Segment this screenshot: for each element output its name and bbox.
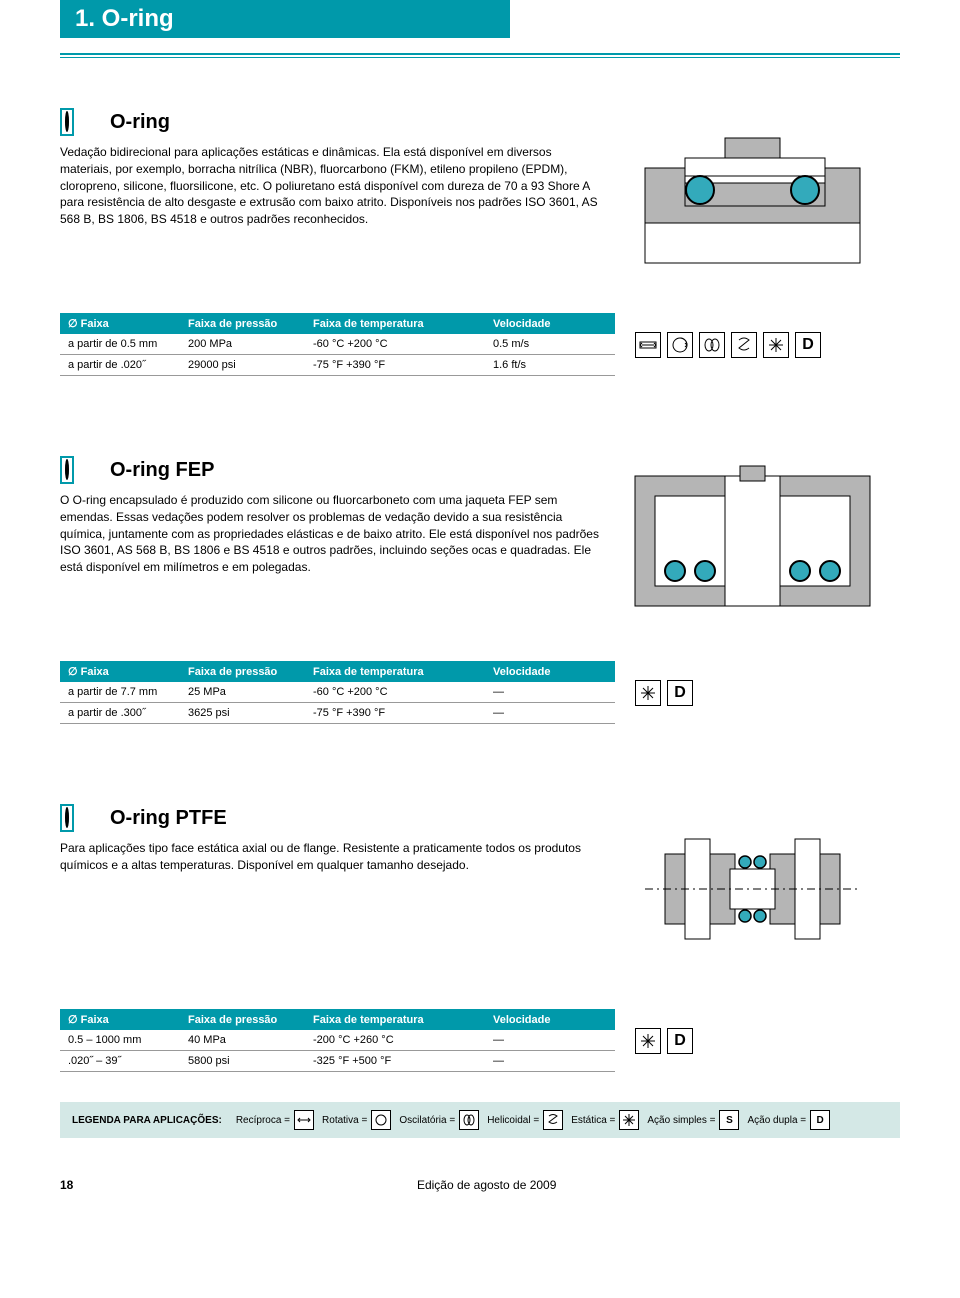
diagram-oring (625, 108, 880, 283)
spec-table: ∅ Faixa Faixa de pressão Faixa de temper… (60, 1009, 615, 1072)
osc-icon (459, 1110, 479, 1130)
osc-icon (699, 332, 725, 358)
diagram-ptfe (625, 804, 880, 979)
page-number: 18 (60, 1178, 73, 1192)
th-temp: Faixa de temperatura (305, 313, 485, 334)
app-icons: D (635, 680, 693, 706)
divider (60, 57, 900, 58)
table-row: a partir de .020˝29000 psi-75 °F +390 °F… (60, 355, 615, 376)
static-icon (763, 332, 789, 358)
static-icon (635, 1028, 661, 1054)
recip-icon (635, 332, 661, 358)
section-desc: Para aplicações tipo face estática axial… (60, 840, 600, 874)
section-oring-fep: O-ring FEP O O-ring encapsulado é produz… (60, 456, 900, 631)
table-row: a partir de 7.7 mm25 MPa-60 °C +200 °C— (60, 682, 615, 703)
recip-icon (294, 1110, 314, 1130)
data-row-1: ∅ Faixa Faixa de pressão Faixa de temper… (60, 313, 900, 376)
table-row: .020˝ – 39˝5800 psi-325 °F +500 °F— (60, 1051, 615, 1072)
double-icon: D (667, 680, 693, 706)
divider (60, 53, 900, 55)
single-icon: S (719, 1110, 739, 1130)
table-row: a partir de 0.5 mm200 MPa-60 °C +200 °C0… (60, 334, 615, 355)
section-desc: Vedação bidirecional para aplicações est… (60, 144, 600, 228)
oring-icon (60, 804, 74, 832)
diagram-fep (625, 456, 880, 631)
table-row: a partir de .300˝3625 psi-75 °F +390 °F— (60, 703, 615, 724)
section-title: O-ring (110, 111, 600, 134)
double-icon: D (795, 332, 821, 358)
static-icon (619, 1110, 639, 1130)
edition-text: Edição de agosto de 2009 (417, 1178, 556, 1192)
table-row: 0.5 – 1000 mm40 MPa-200 °C +260 °C— (60, 1030, 615, 1051)
section-desc: O O-ring encapsulado é produzido com sil… (60, 492, 600, 576)
data-row-2: ∅ Faixa Faixa de pressão Faixa de temper… (60, 661, 900, 724)
app-icons: D (635, 332, 821, 358)
rot-icon (371, 1110, 391, 1130)
th-faixa: ∅ Faixa (60, 313, 180, 334)
data-row-3: ∅ Faixa Faixa de pressão Faixa de temper… (60, 1009, 900, 1072)
oring-icon (60, 108, 74, 136)
app-icons: D (635, 1028, 693, 1054)
page-footer: 18 Edição de agosto de 2009 (0, 1168, 960, 1202)
rot-icon (667, 332, 693, 358)
oring-icon (60, 456, 74, 484)
heli-icon (731, 332, 757, 358)
section-oring-ptfe: O-ring PTFE Para aplicações tipo face es… (60, 804, 900, 979)
heli-icon (543, 1110, 563, 1130)
double-icon: D (810, 1110, 830, 1130)
th-vel: Velocidade (485, 313, 615, 334)
double-icon: D (667, 1028, 693, 1054)
section-title: O-ring PTFE (110, 807, 600, 830)
legend-title: LEGENDA PARA APLICAÇÕES: (72, 1115, 222, 1126)
th-pressao: Faixa de pressão (180, 313, 305, 334)
static-icon (635, 680, 661, 706)
section-title: O-ring FEP (110, 459, 600, 482)
spec-table: ∅ Faixa Faixa de pressão Faixa de temper… (60, 313, 615, 376)
spec-table: ∅ Faixa Faixa de pressão Faixa de temper… (60, 661, 615, 724)
section-oring: O-ring Vedação bidirecional para aplicaç… (60, 108, 900, 283)
legend-bar: LEGENDA PARA APLICAÇÕES: Recíproca = Rot… (60, 1102, 900, 1138)
page-header: 1. O-ring (60, 0, 510, 38)
